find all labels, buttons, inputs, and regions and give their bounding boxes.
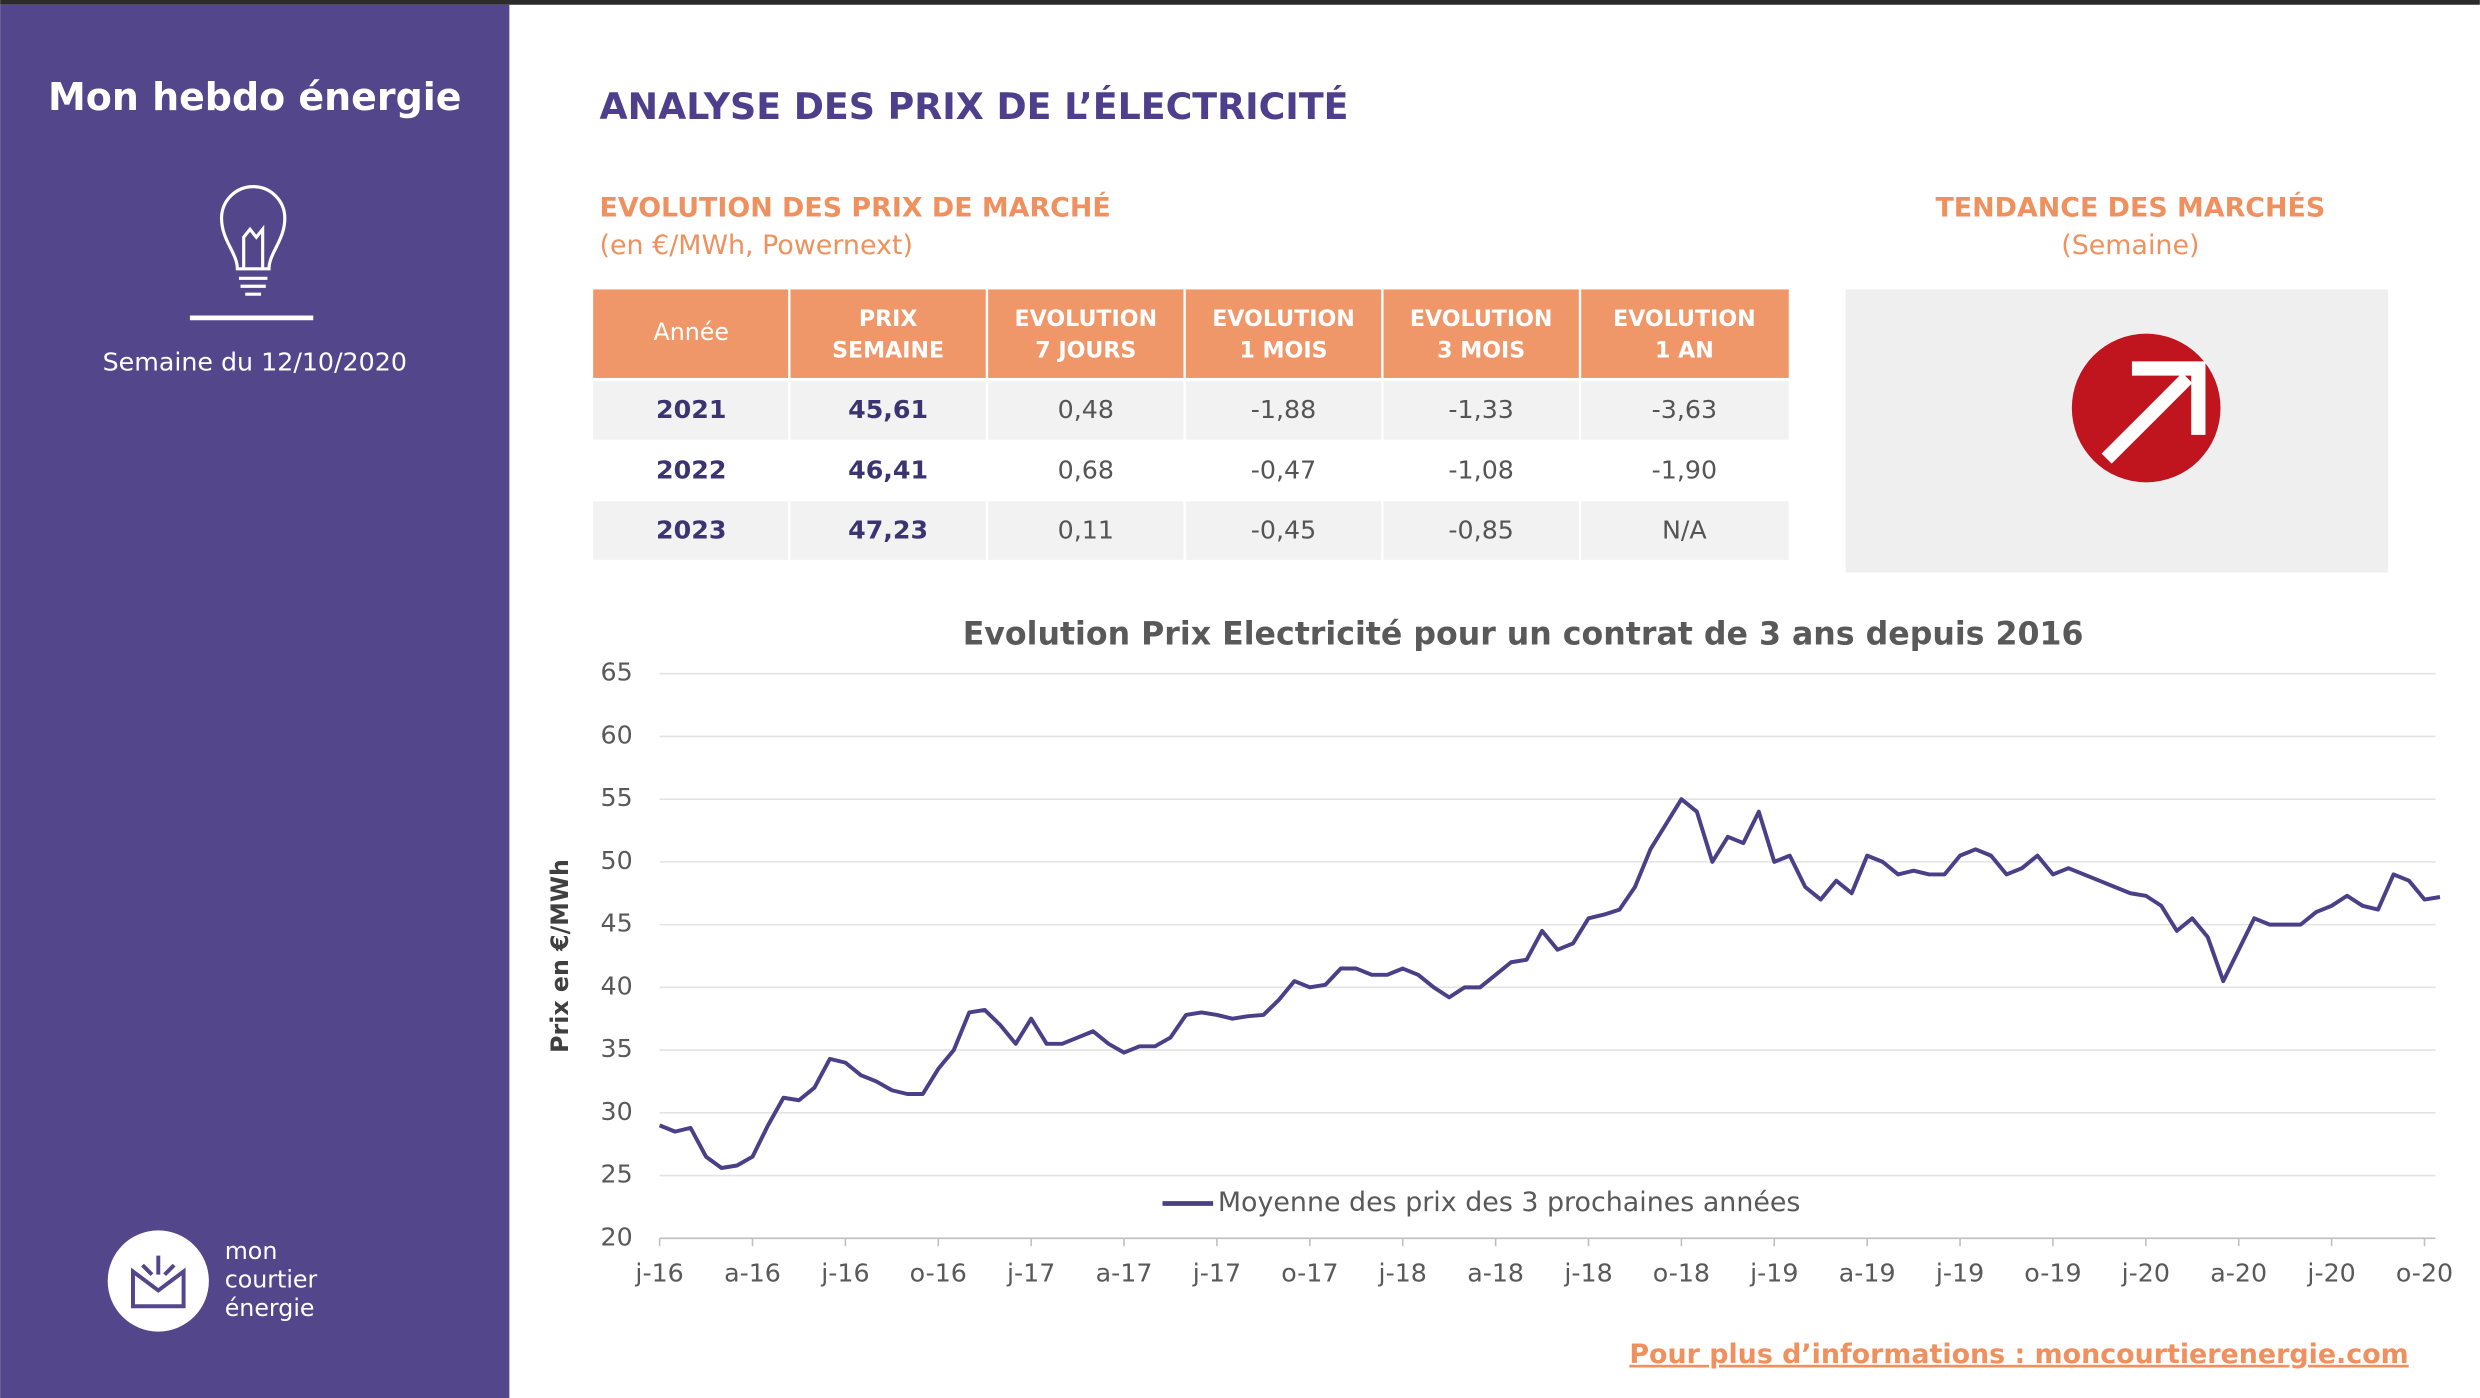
x-tick-label: o-16 xyxy=(910,1259,967,1288)
logo-circle xyxy=(107,1230,209,1332)
table-cell: -1,08 xyxy=(1448,455,1513,484)
column-header: 7 JOURS xyxy=(1035,338,1136,364)
x-tick-label: j-17 xyxy=(1006,1259,1055,1288)
table-cell: 2022 xyxy=(656,455,726,484)
y-tick-label: 65 xyxy=(601,658,633,687)
column-header: EVOLUTION xyxy=(1410,306,1553,332)
table-row-bg xyxy=(593,501,1789,560)
column-header: 1 MOIS xyxy=(1239,338,1327,364)
x-tick-label: j-16 xyxy=(634,1259,683,1288)
table-cell: 47,23 xyxy=(848,515,928,544)
table-cell: N/A xyxy=(1662,515,1707,544)
y-axis-label: Prix en €/MWh xyxy=(546,859,574,1053)
y-tick-label: 25 xyxy=(601,1160,633,1189)
logo-line: énergie xyxy=(225,1294,315,1322)
table-cell: -1,88 xyxy=(1251,395,1316,424)
y-tick-label: 55 xyxy=(601,783,633,812)
x-tick-label: o-18 xyxy=(1653,1259,1710,1288)
x-tick-label: a-20 xyxy=(2210,1259,2267,1288)
section-subtitle: (Semaine) xyxy=(2061,230,2199,261)
x-tick-label: a-19 xyxy=(1839,1259,1896,1288)
table-cell: -0,85 xyxy=(1448,515,1513,544)
y-tick-label: 35 xyxy=(601,1034,633,1063)
table-cell: 2021 xyxy=(656,395,726,424)
sidebar-week: Semaine du 12/10/2020 xyxy=(103,348,407,377)
column-header: EVOLUTION xyxy=(1212,306,1355,332)
table-cell: 45,61 xyxy=(848,395,928,424)
column-header: Année xyxy=(653,318,728,346)
table-cell: -3,63 xyxy=(1652,395,1717,424)
column-header: 1 AN xyxy=(1655,338,1714,364)
sidebar xyxy=(0,4,510,1398)
table-cell: 0,11 xyxy=(1058,515,1114,544)
y-tick-label: 20 xyxy=(601,1222,633,1251)
column-header: EVOLUTION xyxy=(1613,306,1756,332)
section-title: TENDANCE DES MARCHÉS xyxy=(1935,191,2325,223)
x-tick-label: j-19 xyxy=(1749,1259,1798,1288)
bulb-icon xyxy=(189,185,314,321)
table-cell: -1,33 xyxy=(1448,395,1513,424)
table-header xyxy=(593,289,1789,378)
table-cell: 46,41 xyxy=(848,455,928,484)
logo-icon xyxy=(131,1255,186,1309)
legend-label: Moyenne des prix des 3 prochaines années xyxy=(1218,1187,1801,1218)
top-bar xyxy=(0,0,2480,5)
table-row-bg xyxy=(593,381,1789,440)
logo-line: courtier xyxy=(225,1265,318,1293)
x-tick-label: j-18 xyxy=(1563,1259,1612,1288)
table-cell: -0,47 xyxy=(1251,455,1316,484)
x-tick-label: j-20 xyxy=(2306,1259,2355,1288)
data-line xyxy=(658,797,2441,1170)
section-title: EVOLUTION DES PRIX DE MARCHÉ xyxy=(600,191,1111,223)
x-tick-label: a-17 xyxy=(1096,1259,1153,1288)
x-tick-label: o-19 xyxy=(2024,1259,2081,1288)
x-tick-label: o-20 xyxy=(2396,1259,2453,1288)
x-tick-label: j-20 xyxy=(2121,1259,2170,1288)
table-cell: 0,68 xyxy=(1058,455,1114,484)
market-table: Année PRIX SEMAINE EVOLUTION 7 JOURS EVOLUTIO… xyxy=(593,289,1789,560)
x-tick-label: j-19 xyxy=(1935,1259,1984,1288)
x-tick-label: j-16 xyxy=(820,1259,869,1288)
x-tick-label: o-17 xyxy=(1281,1259,1338,1288)
x-tick-label: j-18 xyxy=(1378,1259,1427,1288)
sidebar-title: Mon hebdo énergie xyxy=(48,75,461,119)
table-cell: 0,48 xyxy=(1058,395,1114,424)
table-cell: -1,90 xyxy=(1652,455,1717,484)
x-tick-label: j-17 xyxy=(1192,1259,1241,1288)
y-tick-label: 40 xyxy=(601,971,633,1000)
y-tick-label: 30 xyxy=(601,1097,633,1126)
table-cell: -0,45 xyxy=(1251,515,1316,544)
page-title: ANALYSE DES PRIX DE L’ÉLECTRICITÉ xyxy=(600,85,1349,128)
column-header: EVOLUTION xyxy=(1015,306,1158,332)
y-tick-label: 60 xyxy=(601,720,633,749)
logo-line: mon xyxy=(225,1237,278,1265)
trend-arrow xyxy=(2101,361,2206,464)
price-chart: Evolution Prix Electricité pour un contr… xyxy=(546,617,2453,1288)
column-header: PRIX xyxy=(859,306,918,332)
chart-title: Evolution Prix Electricité pour un contr… xyxy=(963,617,2084,653)
x-tick-label: a-18 xyxy=(1467,1259,1524,1288)
section-subtitle: (en €/MWh, Powernext) xyxy=(600,230,913,261)
footer-link[interactable]: Pour plus d’informations : moncourtieren… xyxy=(1629,1339,2408,1370)
y-tick-label: 45 xyxy=(601,909,633,938)
x-tick-label: a-16 xyxy=(724,1259,781,1288)
table-cell: 2023 xyxy=(656,515,726,544)
column-header: SEMAINE xyxy=(832,338,944,364)
y-tick-label: 50 xyxy=(601,846,633,875)
column-header: 3 MOIS xyxy=(1437,338,1525,364)
